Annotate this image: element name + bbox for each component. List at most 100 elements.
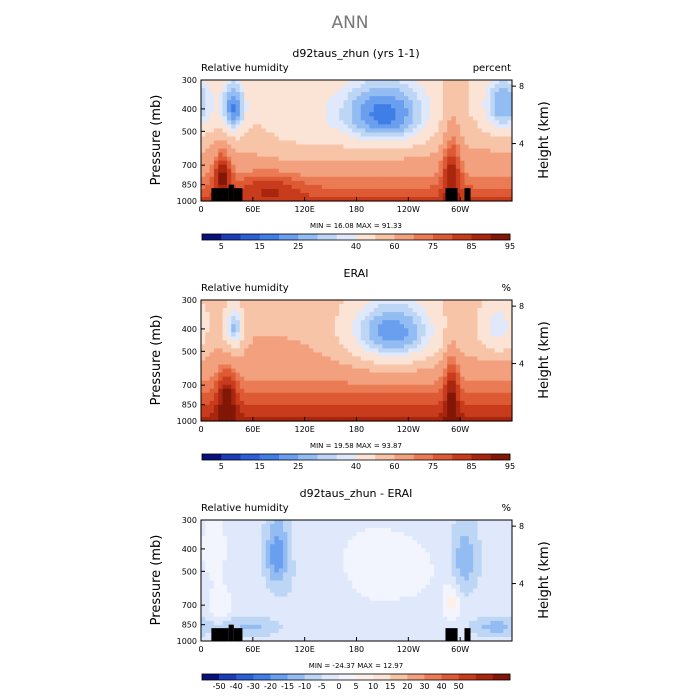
field-cell [507, 384, 513, 390]
field-cell [209, 184, 215, 190]
field-cell [308, 344, 314, 349]
field-cell [352, 408, 358, 414]
field-cell [244, 196, 250, 202]
field-cell [239, 152, 245, 158]
field-cell [265, 636, 271, 642]
field-cell [373, 140, 379, 146]
field-cell [507, 92, 513, 97]
field-cell [347, 116, 353, 121]
field-cell [218, 600, 224, 606]
field-cell [270, 552, 276, 557]
field-cell [326, 100, 332, 105]
field-cell [326, 304, 332, 309]
field-cell [291, 380, 297, 386]
field-cell [222, 396, 228, 402]
field-cell [455, 376, 461, 382]
field-cell [434, 332, 440, 337]
field-cell [317, 124, 323, 129]
field-cell [451, 400, 457, 406]
field-cell [278, 360, 284, 366]
field-cell [270, 356, 276, 362]
field-cell [274, 368, 280, 374]
field-cell [399, 132, 405, 138]
field-cell [304, 300, 310, 305]
colorbar-label: 85 [466, 462, 476, 471]
field-cell [425, 92, 431, 97]
field-cell [209, 372, 215, 378]
field-cell [421, 148, 427, 154]
field-cell [408, 412, 414, 418]
field-cell [265, 300, 271, 305]
field-cell [503, 196, 509, 202]
field-cell [248, 172, 254, 178]
field-cell [434, 116, 440, 121]
field-cell [429, 308, 435, 313]
field-cell [486, 316, 492, 321]
field-cell [213, 544, 219, 549]
field-cell [244, 160, 250, 166]
field-cell [218, 80, 224, 85]
field-cell [270, 344, 276, 349]
field-cell [334, 88, 340, 93]
field-cell [499, 124, 504, 129]
field-cell [416, 408, 422, 414]
field-cell [218, 168, 224, 174]
field-cell [274, 580, 280, 586]
field-cell [270, 360, 276, 366]
field-cell [248, 376, 254, 382]
field-cell [503, 312, 509, 317]
field-cell [473, 348, 479, 354]
field-cell [261, 372, 267, 378]
field-cell [378, 340, 384, 345]
field-cell [352, 84, 358, 89]
field-cell [248, 384, 254, 390]
field-cell [503, 152, 509, 158]
field-cell [395, 324, 401, 329]
field-cell [248, 396, 254, 402]
field-cell [408, 312, 414, 317]
field-cell [378, 96, 384, 101]
field-cell [481, 164, 487, 170]
field-cell [270, 348, 276, 354]
field-cell [365, 112, 371, 117]
field-cell [499, 360, 504, 366]
field-cell [347, 388, 353, 394]
field-cell [455, 196, 461, 202]
field-cell [308, 140, 314, 146]
field-cell [360, 100, 366, 105]
field-cell [434, 412, 440, 418]
field-cell [321, 196, 327, 202]
field-cell [257, 180, 263, 186]
field-cell [283, 172, 288, 178]
field-cell [412, 160, 418, 166]
field-cell [360, 304, 366, 309]
field-cell [321, 360, 327, 366]
x-tick-label: 60E [245, 205, 260, 214]
field-cell [326, 352, 332, 358]
field-cell [209, 92, 215, 97]
field-cell [257, 320, 263, 325]
field-cell [447, 344, 453, 349]
field-cell [455, 352, 461, 358]
field-cell [468, 364, 474, 370]
field-cell [209, 544, 215, 549]
field-cell [386, 160, 392, 166]
field-cell [261, 124, 267, 129]
field-cell [226, 376, 232, 382]
field-cell [386, 108, 392, 113]
field-cell [360, 376, 366, 382]
field-cell [507, 160, 513, 166]
field-cell [425, 364, 431, 370]
field-cell [257, 552, 263, 557]
field-cell [386, 412, 392, 418]
field-cell [503, 184, 509, 190]
field-cell [226, 152, 232, 158]
field-cell [507, 316, 513, 321]
field-cell [399, 408, 405, 414]
field-cell [473, 152, 479, 158]
field-cell [265, 92, 271, 97]
field-cell [481, 360, 487, 366]
field-cell [239, 376, 245, 382]
field-cell [218, 396, 224, 402]
